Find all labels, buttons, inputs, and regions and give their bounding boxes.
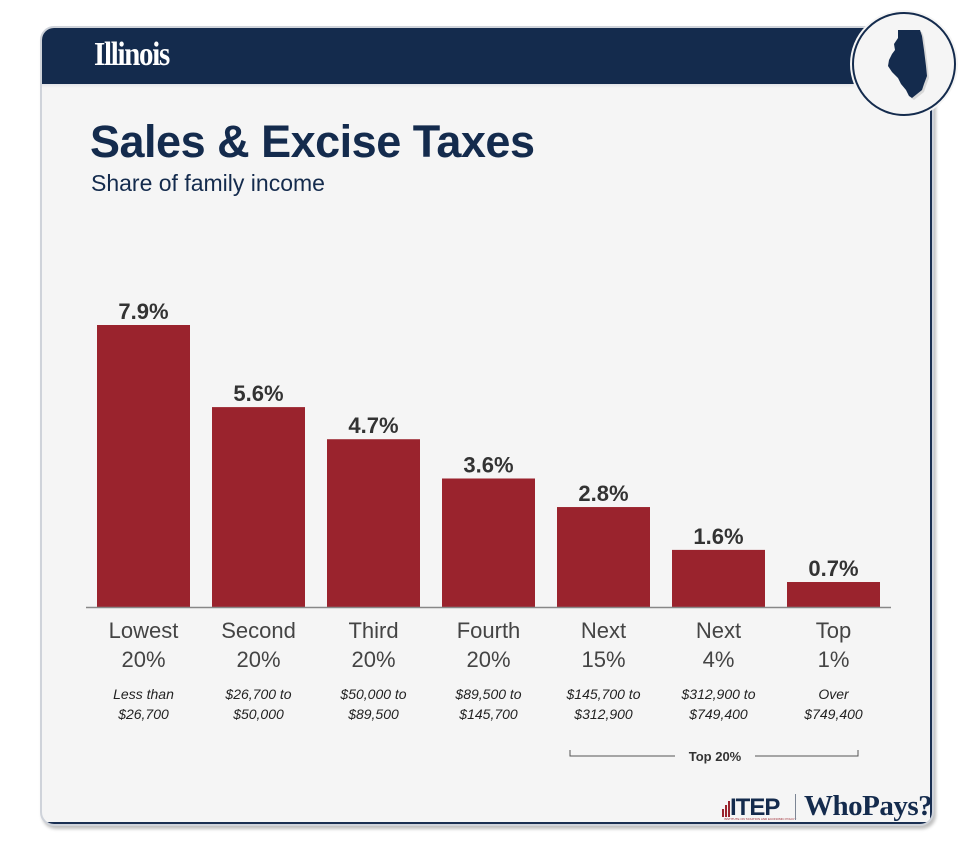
group-label: Top 20% (689, 749, 742, 764)
bar-value-label: 0.7% (808, 556, 858, 581)
income-range-label: $312,900 to (681, 686, 756, 702)
group-bracket-right (755, 750, 859, 757)
category-label: Next (696, 618, 741, 643)
income-range-label: $749,400 (688, 706, 748, 722)
category-share-label: 1% (818, 647, 850, 672)
bar (327, 439, 420, 607)
card-border-right (930, 88, 932, 824)
header-bar: Illinois (42, 28, 932, 84)
category-label: Lowest (109, 618, 179, 643)
category-share-label: 20% (236, 647, 280, 672)
income-range-label: Less than (113, 686, 174, 702)
card-border-bottom (42, 822, 932, 824)
header-shadow (42, 84, 932, 88)
category-share-label: 20% (121, 647, 165, 672)
bar (557, 507, 650, 607)
whopays-logo-text: WhoPays? (804, 790, 933, 822)
category-share-label: 20% (351, 647, 395, 672)
category-label: Fourth (457, 618, 521, 643)
illinois-map-icon (888, 30, 929, 100)
bar-value-label: 2.8% (578, 481, 628, 506)
income-range-label: $89,500 to (454, 686, 521, 702)
category-label: Second (221, 618, 296, 643)
income-range-label: $145,700 (458, 706, 518, 722)
category-share-label: 20% (466, 647, 510, 672)
category-label: Top (816, 618, 851, 643)
income-range-label: $312,900 (573, 706, 633, 722)
category-label: Third (348, 618, 398, 643)
income-range-label: $26,700 to (224, 686, 291, 702)
income-range-label: $89,500 (347, 706, 399, 722)
bar (787, 582, 880, 607)
bar-value-label: 3.6% (463, 452, 513, 477)
bar-value-label: 7.9% (118, 299, 168, 324)
bar-value-label: 4.7% (348, 413, 398, 438)
itep-logo-text: ITEP (730, 794, 780, 821)
income-range-label: $749,400 (803, 706, 863, 722)
chart-title: Sales & Excise Taxes (90, 116, 535, 167)
bar-value-label: 1.6% (693, 524, 743, 549)
category-label: Next (581, 618, 626, 643)
category-share-label: 4% (703, 647, 735, 672)
bar (212, 407, 305, 607)
income-range-label: $50,000 (232, 706, 284, 722)
category-share-label: 15% (581, 647, 625, 672)
bar (97, 325, 190, 607)
income-range-label: $26,700 (117, 706, 169, 722)
income-range-label: $145,700 to (566, 686, 641, 702)
chart-subtitle: Share of family income (91, 170, 325, 196)
bar-value-label: 5.6% (233, 381, 283, 406)
itep-tagline: INSTITUTE ON TAXATION AND ECONOMIC POLIC… (724, 817, 797, 821)
bar (442, 478, 535, 607)
logo-divider (795, 794, 796, 820)
state-name: Illinois (94, 36, 170, 73)
itep-bars-icon (722, 801, 730, 817)
state-badge (852, 12, 956, 116)
income-range-label: Over (818, 686, 850, 702)
group-bracket-left (569, 750, 675, 757)
income-range-label: $50,000 to (339, 686, 406, 702)
bar (672, 549, 765, 607)
